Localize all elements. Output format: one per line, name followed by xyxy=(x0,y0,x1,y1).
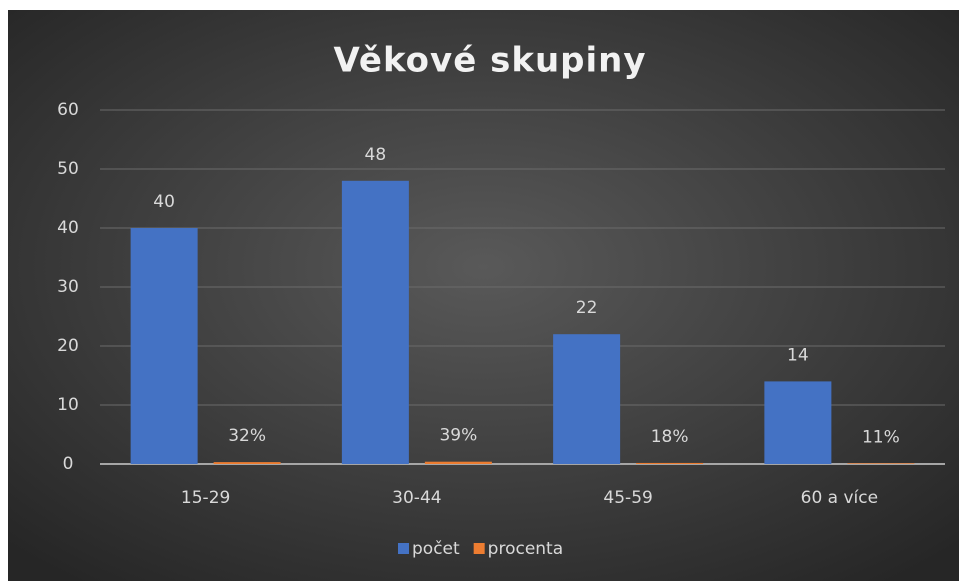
bar xyxy=(130,228,198,464)
data-label: 40 xyxy=(153,192,175,212)
bar xyxy=(553,334,621,464)
y-tick-label: 40 xyxy=(57,218,79,238)
data-label: 39% xyxy=(439,426,477,446)
y-tick-label: 60 xyxy=(57,100,79,120)
data-label: 14 xyxy=(787,345,809,365)
bar xyxy=(341,180,409,465)
legend-swatch xyxy=(473,543,485,554)
y-tick-label: 0 xyxy=(63,454,74,474)
chart-title: Věkové skupiny xyxy=(333,41,646,81)
data-label: 18% xyxy=(651,427,689,447)
legend-label: procenta xyxy=(488,539,563,559)
bar xyxy=(424,461,492,464)
bar xyxy=(847,463,915,464)
data-label: 48 xyxy=(365,145,387,165)
x-tick-label: 45-59 xyxy=(603,488,652,508)
bar xyxy=(213,462,281,464)
legend-label: počet xyxy=(412,539,460,559)
y-tick-label: 10 xyxy=(57,395,79,415)
y-tick-label: 50 xyxy=(57,159,79,179)
x-tick-label: 60 a více xyxy=(801,488,878,508)
data-label: 22 xyxy=(576,298,598,318)
bar xyxy=(764,381,832,464)
x-tick-label: 15-29 xyxy=(181,488,230,508)
bar xyxy=(636,462,704,464)
data-label: 32% xyxy=(228,426,266,446)
y-tick-label: 20 xyxy=(57,336,79,356)
legend-swatch xyxy=(398,543,409,554)
data-label: 11% xyxy=(862,427,900,447)
y-tick-label: 30 xyxy=(57,277,79,297)
x-tick-label: 30-44 xyxy=(392,488,441,508)
